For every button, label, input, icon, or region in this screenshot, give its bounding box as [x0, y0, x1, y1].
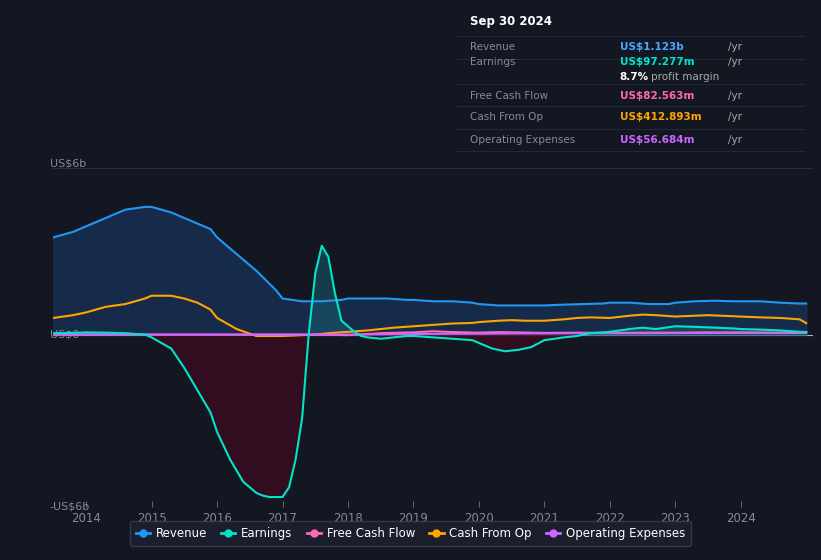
- Text: US$97.277m: US$97.277m: [620, 57, 695, 67]
- Text: Operating Expenses: Operating Expenses: [470, 134, 575, 144]
- Text: /yr: /yr: [728, 91, 742, 101]
- Text: profit margin: profit margin: [651, 72, 719, 82]
- Text: 8.7%: 8.7%: [620, 72, 649, 82]
- Text: US$56.684m: US$56.684m: [620, 134, 694, 144]
- Text: /yr: /yr: [728, 42, 742, 52]
- Text: -US$6b: -US$6b: [49, 501, 89, 511]
- Text: Free Cash Flow: Free Cash Flow: [470, 91, 548, 101]
- Text: US$412.893m: US$412.893m: [620, 113, 701, 122]
- Text: US$0: US$0: [49, 330, 79, 339]
- Text: Revenue: Revenue: [470, 42, 515, 52]
- Legend: Revenue, Earnings, Free Cash Flow, Cash From Op, Operating Expenses: Revenue, Earnings, Free Cash Flow, Cash …: [130, 521, 691, 546]
- Text: /yr: /yr: [728, 134, 742, 144]
- Text: Sep 30 2024: Sep 30 2024: [470, 15, 552, 28]
- Text: Earnings: Earnings: [470, 57, 515, 67]
- Text: /yr: /yr: [728, 57, 742, 67]
- Text: US$1.123b: US$1.123b: [620, 42, 683, 52]
- Text: US$82.563m: US$82.563m: [620, 91, 694, 101]
- Text: Cash From Op: Cash From Op: [470, 113, 543, 122]
- Text: US$6b: US$6b: [49, 158, 86, 168]
- Text: /yr: /yr: [728, 113, 742, 122]
